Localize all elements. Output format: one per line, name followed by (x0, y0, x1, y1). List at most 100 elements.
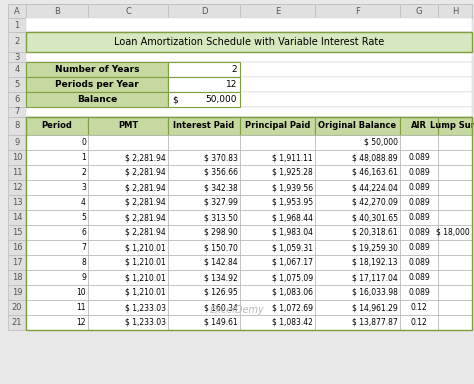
Text: 7: 7 (14, 108, 20, 116)
Bar (240, 225, 315, 240)
Text: 0.089: 0.089 (408, 168, 430, 177)
Bar (315, 135, 400, 150)
Bar (168, 165, 240, 180)
Bar (315, 300, 400, 315)
Bar (88, 225, 168, 240)
Bar (8, 4, 472, 18)
Bar (315, 240, 400, 255)
Bar (168, 210, 240, 225)
Text: $ 327.99: $ 327.99 (204, 198, 238, 207)
Bar (26, 165, 88, 180)
Bar (88, 4, 168, 18)
Text: H: H (452, 7, 458, 15)
Text: $ 160.34: $ 160.34 (204, 303, 238, 312)
Text: 13: 13 (12, 198, 22, 207)
Bar (26, 315, 88, 330)
Text: $ 17,117.04: $ 17,117.04 (352, 273, 398, 282)
Text: $ 2,281.94: $ 2,281.94 (125, 228, 166, 237)
Bar (88, 285, 168, 300)
Text: $ 18,000: $ 18,000 (436, 228, 470, 237)
Text: 0.12: 0.12 (410, 303, 428, 312)
Text: G: G (416, 7, 422, 15)
Bar (26, 62, 472, 77)
Text: F: F (355, 7, 360, 15)
Text: 1: 1 (14, 20, 19, 30)
Bar (400, 240, 438, 255)
Text: $ 149.61: $ 149.61 (204, 318, 238, 327)
Text: 21: 21 (12, 318, 22, 327)
Text: 15: 15 (12, 228, 22, 237)
Text: $ 1,968.44: $ 1,968.44 (272, 213, 313, 222)
Bar (315, 180, 400, 195)
Bar (26, 255, 472, 270)
Bar (438, 300, 472, 315)
Text: $ 1,233.03: $ 1,233.03 (125, 303, 166, 312)
Bar (26, 225, 472, 240)
Bar (8, 285, 26, 300)
Bar (26, 92, 472, 107)
Text: $ 20,318.61: $ 20,318.61 (352, 228, 398, 237)
Text: $ 1,925.28: $ 1,925.28 (272, 168, 313, 177)
Text: Lump Sum: Lump Sum (430, 121, 474, 131)
Bar (400, 285, 438, 300)
Bar (26, 62, 168, 77)
Text: 5: 5 (14, 80, 19, 89)
Text: $ 40,301.65: $ 40,301.65 (352, 213, 398, 222)
Bar (8, 62, 26, 77)
Text: $ 1,939.56: $ 1,939.56 (272, 183, 313, 192)
Text: 4: 4 (81, 198, 86, 207)
Text: $ 342.38: $ 342.38 (204, 183, 238, 192)
Bar (400, 255, 438, 270)
Text: $ 1,953.95: $ 1,953.95 (272, 198, 313, 207)
Bar (315, 4, 400, 18)
Text: 12: 12 (76, 318, 86, 327)
Bar (26, 270, 88, 285)
Bar (438, 315, 472, 330)
Text: $ 2,281.94: $ 2,281.94 (125, 198, 166, 207)
Text: D: D (201, 7, 207, 15)
Bar (438, 270, 472, 285)
Text: 10: 10 (12, 153, 22, 162)
Bar (168, 240, 240, 255)
Bar (88, 150, 168, 165)
Bar (8, 300, 26, 315)
Bar (168, 270, 240, 285)
Bar (438, 240, 472, 255)
Text: $ 14,961.29: $ 14,961.29 (352, 303, 398, 312)
Text: ExcelDemy: ExcelDemy (210, 305, 264, 315)
Bar (8, 195, 26, 210)
Text: $: $ (172, 95, 178, 104)
Text: $ 46,163.61: $ 46,163.61 (352, 168, 398, 177)
Bar (8, 225, 26, 240)
Bar (168, 4, 240, 18)
Bar (240, 240, 315, 255)
Text: A: A (14, 7, 20, 15)
Bar (26, 180, 88, 195)
Bar (240, 270, 315, 285)
Text: $ 1,072.69: $ 1,072.69 (272, 303, 313, 312)
Bar (26, 240, 472, 255)
Text: 4: 4 (14, 65, 19, 74)
Text: Interest Paid: Interest Paid (173, 121, 235, 131)
Text: $ 1,233.03: $ 1,233.03 (125, 318, 166, 327)
Text: 1: 1 (81, 153, 86, 162)
Text: $ 142.84: $ 142.84 (204, 258, 238, 267)
Bar (8, 32, 26, 52)
Bar (168, 255, 240, 270)
Bar (26, 195, 472, 210)
Text: $ 1,911.11: $ 1,911.11 (273, 153, 313, 162)
Text: 12: 12 (226, 80, 237, 89)
Text: $ 1,983.04: $ 1,983.04 (272, 228, 313, 237)
Text: 9: 9 (14, 138, 19, 147)
Text: 0.089: 0.089 (408, 273, 430, 282)
Bar (88, 255, 168, 270)
Text: 18: 18 (12, 273, 22, 282)
Bar (8, 180, 26, 195)
Text: 9: 9 (81, 273, 86, 282)
Text: $ 356.66: $ 356.66 (204, 168, 238, 177)
Text: 50,000: 50,000 (206, 95, 237, 104)
Bar (240, 135, 315, 150)
Bar (26, 18, 472, 32)
Text: $ 2,281.94: $ 2,281.94 (125, 213, 166, 222)
Text: 0.089: 0.089 (408, 243, 430, 252)
